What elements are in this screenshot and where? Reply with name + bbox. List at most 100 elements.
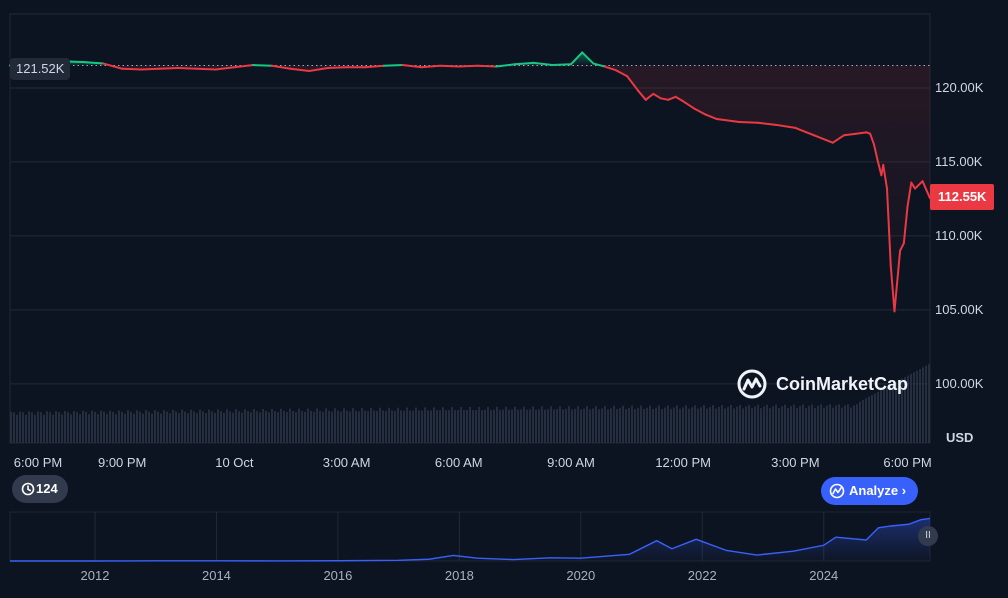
volume-bar: [886, 386, 888, 443]
volume-bar: [757, 404, 759, 443]
volume-bar: [544, 409, 546, 443]
volume-bar: [733, 408, 735, 443]
volume-bar: [391, 410, 393, 443]
volume-bar: [499, 409, 501, 443]
price-segment: [889, 264, 896, 313]
volume-bar: [154, 410, 156, 443]
price-segment: [637, 89, 647, 101]
volume-bar: [337, 410, 339, 443]
x-tick-label: 3:00 PM: [771, 455, 820, 470]
price-segment: [603, 65, 617, 72]
x-tick-label: 9:00 PM: [97, 455, 147, 470]
volume-bar: [274, 411, 276, 443]
volume-bar: [376, 411, 378, 443]
volume-bar: [265, 411, 267, 443]
volume-bar: [262, 408, 264, 443]
price-segment: [83, 61, 105, 65]
price-segment: [652, 92, 662, 100]
volume-bar: [850, 407, 852, 443]
volume-bar: [685, 405, 687, 443]
volume-bar: [910, 373, 912, 443]
navigator[interactable]: [9, 511, 931, 562]
volume-bar: [517, 409, 519, 443]
volume-bar: [46, 411, 48, 443]
volume-bar: [862, 399, 864, 443]
volume-bar: [835, 405, 837, 443]
volume-bar: [403, 410, 405, 443]
volume-bar: [646, 407, 648, 443]
volume-bar: [775, 404, 777, 443]
volume-bar: [706, 408, 708, 443]
price-segment: [921, 180, 931, 200]
pause-button[interactable]: II: [918, 526, 938, 546]
volume-bar: [103, 411, 105, 443]
volume-bar: [52, 414, 54, 443]
volume-bar: [766, 404, 768, 443]
volume-bar: [484, 409, 486, 443]
volume-bar: [145, 410, 147, 443]
price-segment: [910, 181, 917, 190]
price-segment: [139, 67, 161, 71]
volume-bar: [853, 405, 855, 443]
watermark-text: CoinMarketCap: [776, 374, 909, 394]
volume-bar: [922, 367, 924, 443]
volume-bar: [817, 405, 819, 443]
volume-bar: [595, 405, 597, 443]
volume-bar: [700, 407, 702, 443]
volume-bar: [832, 407, 834, 443]
history-count-button[interactable]: 124: [12, 475, 68, 503]
volume-bar: [460, 407, 462, 443]
volume-bar: [418, 410, 420, 443]
x-tick-label: 3:00 AM: [322, 455, 371, 470]
volume-bar: [415, 407, 417, 443]
volume-bar: [811, 404, 813, 443]
volume-bar: [823, 407, 825, 443]
volume-bar: [457, 410, 459, 443]
volume-bar: [538, 409, 540, 443]
price-segment: [364, 64, 385, 69]
volume-bar: [643, 409, 645, 443]
price-segment: [738, 120, 759, 124]
volume-bar: [160, 413, 162, 443]
volume-bar: [580, 409, 582, 443]
volume-bar: [487, 406, 489, 443]
volume-bar: [73, 410, 75, 443]
volume-bar: [424, 407, 426, 443]
volume-bar: [19, 411, 21, 443]
volume-bar: [925, 365, 927, 443]
analyze-button[interactable]: Analyze ›: [821, 477, 919, 505]
volume-bar: [325, 408, 327, 443]
volume-bar: [844, 405, 846, 443]
volume-bar: [631, 405, 633, 443]
volume-bar: [187, 413, 189, 443]
price-segment: [382, 64, 404, 67]
volume-bar: [841, 407, 843, 443]
volume-bar: [502, 409, 504, 443]
volume-bar: [523, 406, 525, 443]
volume-bar: [106, 414, 108, 443]
volume-bar: [694, 405, 696, 443]
volume-bar: [787, 408, 789, 443]
volume-bar: [130, 411, 132, 443]
x-tick-label: 6:00 PM: [883, 455, 932, 470]
volume-bar: [250, 412, 252, 443]
price-segment: [532, 61, 554, 67]
volume-bar: [13, 412, 15, 443]
volume-bar: [196, 413, 198, 443]
volume-bar: [394, 410, 396, 443]
volume-bar: [613, 405, 615, 443]
volume-bar: [343, 408, 345, 443]
price-segment: [592, 62, 606, 68]
volume-bar: [148, 411, 150, 443]
volume-bar: [298, 408, 300, 443]
volume-bar: [877, 391, 879, 443]
volume-bar: [520, 409, 522, 443]
volume-bar: [439, 410, 441, 443]
navigator-line: [9, 517, 931, 562]
volume-bar: [820, 404, 822, 443]
volume-bar: [292, 410, 294, 443]
navigator-year-label: 2020: [566, 568, 596, 583]
volume-bar: [127, 410, 129, 443]
volume-bar: [541, 406, 543, 443]
